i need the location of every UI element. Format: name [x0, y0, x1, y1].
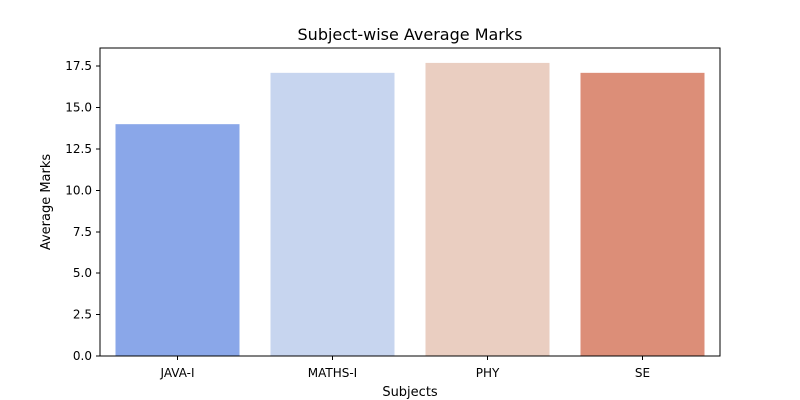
x-tick-label: MATHS-I — [308, 366, 357, 380]
y-tick-label: 17.5 — [65, 59, 92, 73]
y-tick-label: 15.0 — [65, 101, 92, 115]
x-axis-ticks: JAVA-I MATHS-I PHY SE — [159, 356, 650, 380]
y-tick-label: 2.5 — [73, 308, 92, 322]
y-tick-label: 7.5 — [73, 225, 92, 239]
y-axis-label: Average Marks — [39, 154, 54, 251]
x-tick-label: JAVA-I — [159, 366, 194, 380]
y-axis-ticks: 0.0 2.5 5.0 7.5 10.0 12.5 15.0 17.5 — [65, 59, 100, 363]
bar-phy — [425, 62, 550, 356]
bar-se — [580, 72, 705, 356]
x-axis-label: Subjects — [382, 385, 438, 400]
y-tick-label: 10.0 — [65, 183, 92, 197]
bar-java-i — [115, 124, 240, 356]
bars-group — [115, 62, 705, 356]
chart-title: Subject-wise Average Marks — [298, 25, 523, 44]
x-tick-label: SE — [635, 366, 650, 380]
plot-frame — [99, 47, 721, 357]
y-tick-label: 5.0 — [73, 266, 92, 280]
y-tick-label: 12.5 — [65, 142, 92, 156]
y-tick-label: 0.0 — [73, 349, 92, 363]
x-tick-label: PHY — [476, 366, 500, 380]
bar-maths-i — [270, 72, 395, 356]
